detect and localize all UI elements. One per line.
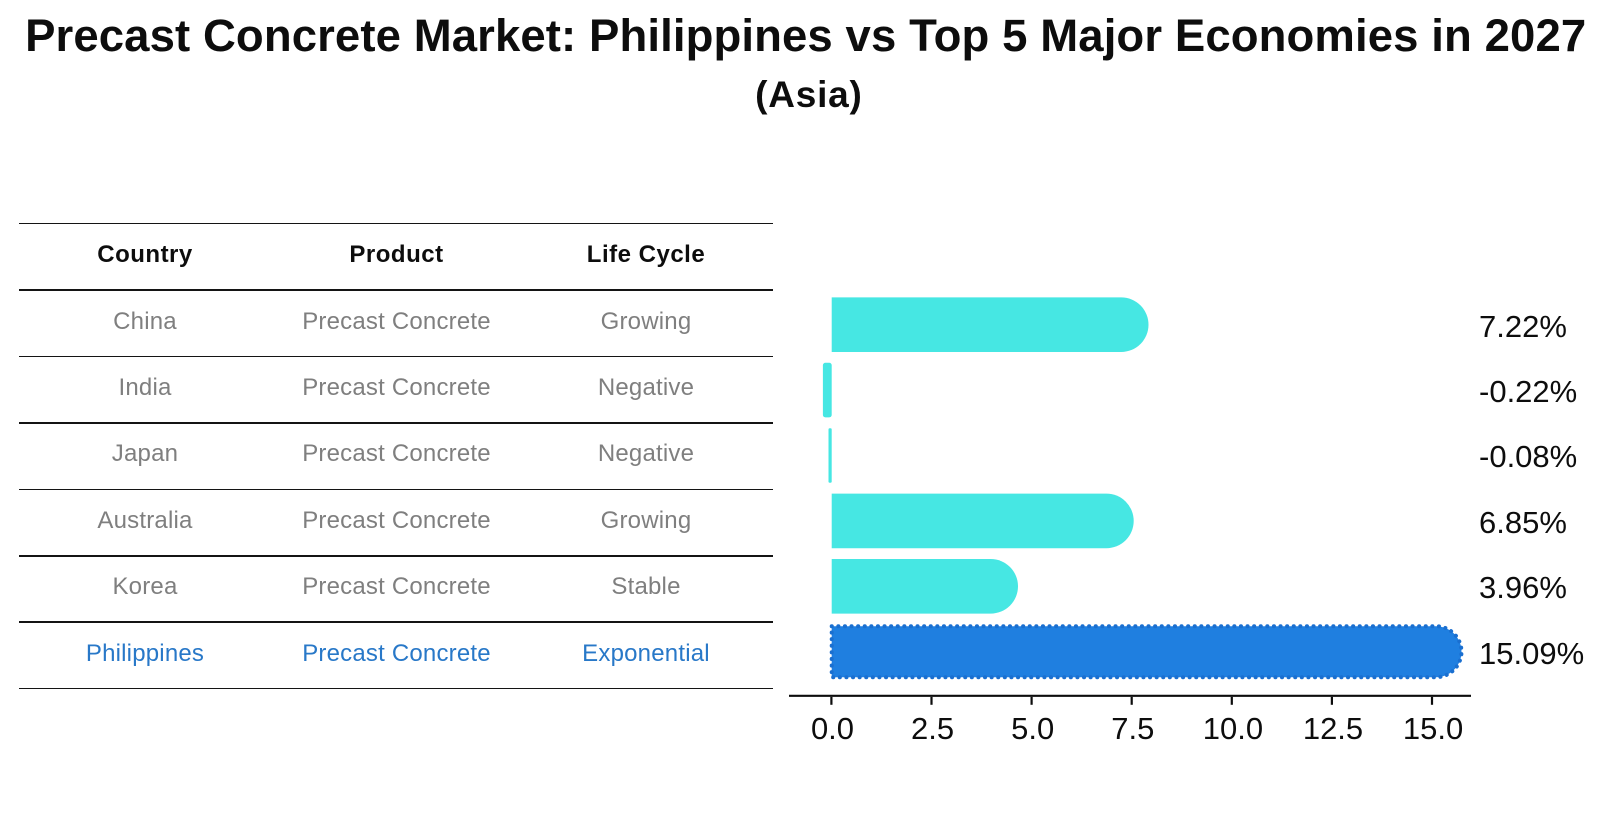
- svg-text:12.5: 12.5: [1303, 711, 1363, 746]
- svg-text:15.0: 15.0: [1403, 711, 1463, 746]
- svg-text:2.5: 2.5: [911, 711, 954, 746]
- svg-text:0.0: 0.0: [811, 711, 854, 746]
- svg-text:5.0: 5.0: [1011, 711, 1054, 746]
- svg-text:7.5: 7.5: [1111, 711, 1154, 746]
- svg-text:10.0: 10.0: [1203, 711, 1263, 746]
